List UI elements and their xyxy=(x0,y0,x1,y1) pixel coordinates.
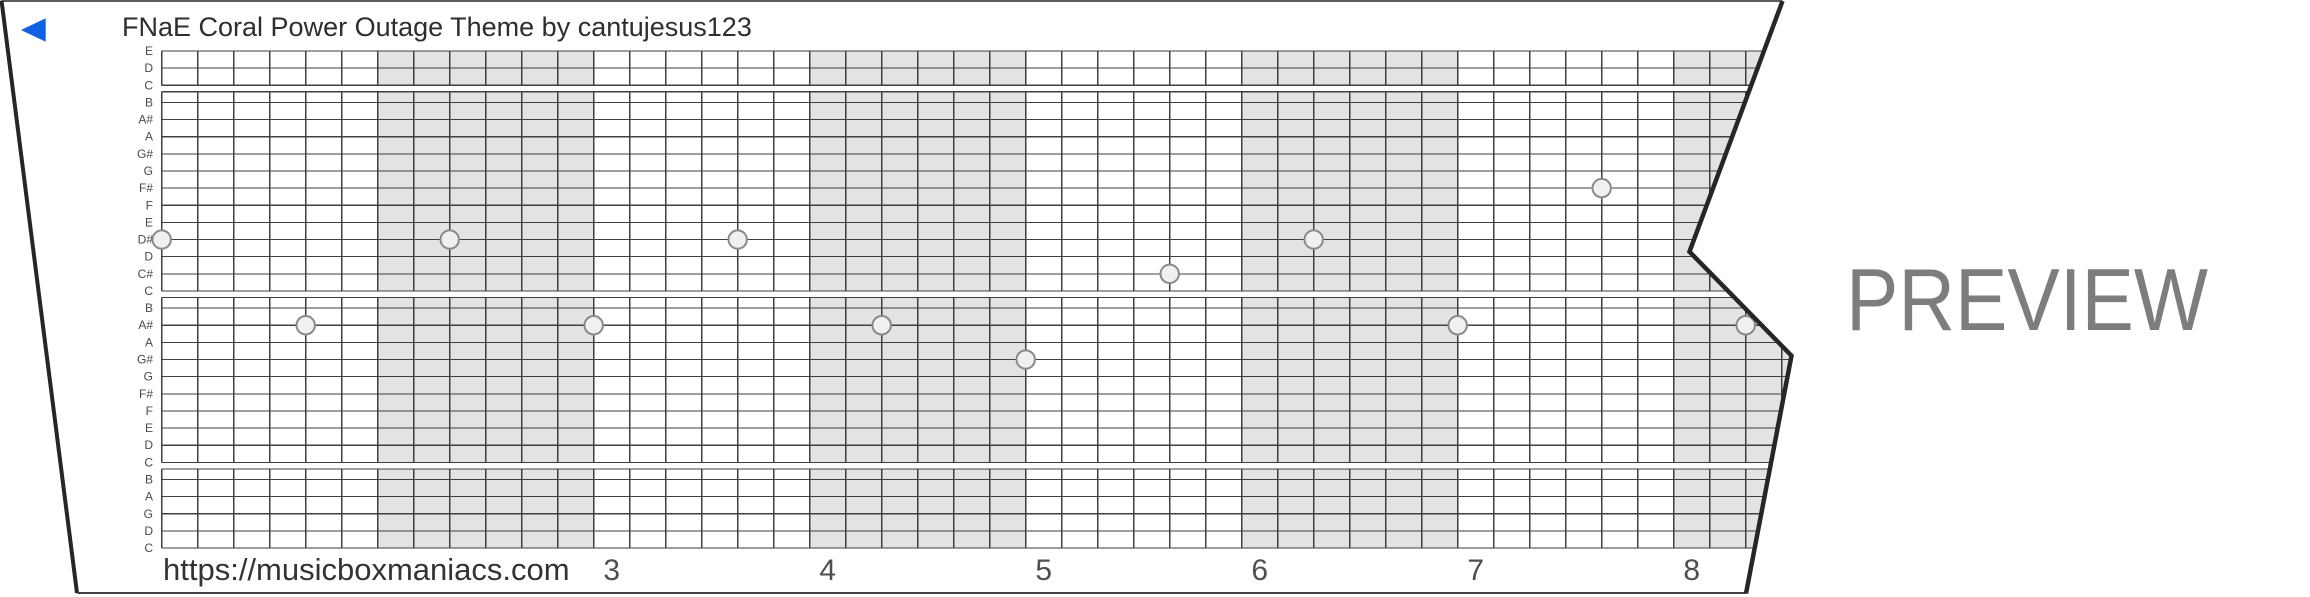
note-label: C xyxy=(144,455,153,469)
note-label: E xyxy=(145,421,153,435)
strip-url: https://musicboxmaniacs.com xyxy=(163,552,570,587)
note-label: F xyxy=(146,404,153,418)
note-dot xyxy=(1159,263,1180,285)
note-label: G# xyxy=(137,147,153,161)
note-dot xyxy=(583,315,604,336)
note-label: E xyxy=(145,44,153,58)
note-label: G xyxy=(144,164,153,178)
note-label: C# xyxy=(138,267,154,281)
note-dot xyxy=(871,315,892,336)
measure-number: 8 xyxy=(1683,554,1700,587)
note-label: F# xyxy=(139,387,153,401)
note-label: G xyxy=(144,507,153,521)
note-dot xyxy=(1303,229,1324,250)
note-label: B xyxy=(145,95,153,109)
note-grid xyxy=(161,50,1792,549)
note-label: B xyxy=(145,301,153,315)
note-label: E xyxy=(145,215,153,229)
note-label: A xyxy=(145,490,153,504)
note-label: A xyxy=(145,335,153,349)
measure-number: 5 xyxy=(1035,554,1052,587)
note-dot xyxy=(1735,315,1756,336)
note-dot xyxy=(1447,315,1468,336)
note-label: D xyxy=(144,250,153,264)
note-label: A# xyxy=(138,318,153,332)
note-label: D xyxy=(144,524,153,538)
preview-watermark: PREVIEW xyxy=(1846,250,2208,349)
note-label: F# xyxy=(139,181,153,195)
note-label: D# xyxy=(138,233,154,247)
note-label: G xyxy=(144,370,153,384)
measure-number: 6 xyxy=(1251,554,1268,587)
note-dot xyxy=(727,229,748,250)
note-dot xyxy=(439,229,460,250)
back-arrow-icon[interactable] xyxy=(21,18,46,42)
note-dot xyxy=(1591,177,1612,199)
note-dots xyxy=(151,177,1756,370)
note-dot xyxy=(295,315,316,336)
note-label: F xyxy=(146,198,153,212)
strip-left-cut-edge xyxy=(0,0,79,594)
measure-number-row: 3 4 5 6 7 8 xyxy=(603,554,1700,587)
note-dot xyxy=(1015,349,1036,370)
strip-right-cut-edge xyxy=(1686,0,1794,594)
measure-number: 4 xyxy=(819,554,836,587)
note-label: D xyxy=(144,438,153,452)
measure-shading xyxy=(1673,468,1792,549)
note-label: C xyxy=(144,78,153,92)
note-label: A xyxy=(145,130,153,144)
note-label: A# xyxy=(138,113,153,127)
measure-number: 3 xyxy=(603,554,620,587)
note-dot xyxy=(151,229,172,250)
note-label: C xyxy=(144,541,153,555)
page-title: FNaE Coral Power Outage Theme by cantuje… xyxy=(122,12,752,42)
note-label: G# xyxy=(137,353,153,367)
measure-number: 7 xyxy=(1467,554,1484,587)
note-label: C xyxy=(144,284,153,298)
note-label: B xyxy=(145,473,153,487)
note-label: D xyxy=(144,61,153,75)
